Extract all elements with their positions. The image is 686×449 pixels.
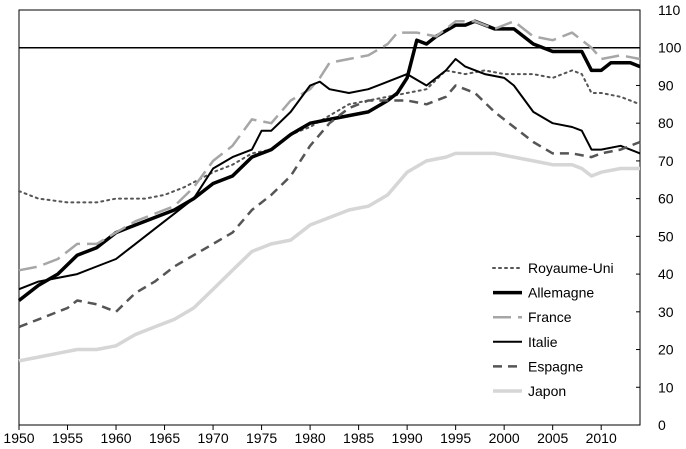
x-tick-label: 1965 bbox=[149, 430, 180, 446]
x-tick-label: 1960 bbox=[100, 430, 131, 446]
legend: Royaume-Uni Allemagne France Italie Espagne J… bbox=[492, 260, 614, 399]
series-line-italie bbox=[18, 58, 641, 291]
legend-label: Espagne bbox=[528, 358, 583, 374]
y-tick-label: 10 bbox=[658, 379, 674, 395]
x-tick-label: 1990 bbox=[392, 430, 423, 446]
y-tick-label: 30 bbox=[658, 304, 674, 320]
y-tick-label: 40 bbox=[658, 266, 674, 282]
x-tick-label: 1985 bbox=[343, 430, 374, 446]
y-tick-label: 0 bbox=[658, 417, 666, 433]
series-layer bbox=[17, 19, 641, 363]
series-line-royaume-uni bbox=[18, 69, 641, 204]
y-tick-label: 110 bbox=[658, 2, 681, 18]
x-tick-label: 1980 bbox=[295, 430, 326, 446]
x-tick-label: 1955 bbox=[52, 430, 83, 446]
series-line-france bbox=[18, 20, 641, 272]
series-line-japon bbox=[18, 151, 640, 363]
x-tick-label: 1995 bbox=[440, 430, 471, 446]
y-tick-label: 20 bbox=[658, 342, 674, 358]
y-tick-label: 80 bbox=[658, 115, 674, 131]
legend-label: Italie bbox=[528, 334, 558, 350]
y-tick-label: 70 bbox=[658, 153, 674, 169]
x-axis: 1950 1955 1960 1965 1970 1975 1980 1985 1990 1995… bbox=[3, 425, 617, 446]
x-tick-label: 1970 bbox=[197, 430, 228, 446]
x-tick-label: 1975 bbox=[246, 430, 277, 446]
legend-label: France bbox=[528, 309, 572, 325]
legend-label: Japon bbox=[528, 383, 566, 399]
y-axis: 0 10 20 30 40 50 60 70 80 90 100 110 bbox=[636, 2, 682, 433]
x-tick-label: 2000 bbox=[489, 430, 520, 446]
x-tick-label: 2005 bbox=[537, 430, 568, 446]
legend-label: Allemagne bbox=[528, 285, 594, 301]
x-tick-label: 2010 bbox=[586, 430, 617, 446]
plot-frame bbox=[18, 9, 641, 426]
y-tick-label: 60 bbox=[658, 191, 674, 207]
legend-label: Royaume-Uni bbox=[528, 260, 614, 276]
y-tick-label: 90 bbox=[658, 77, 674, 93]
series-line-espagne bbox=[18, 84, 641, 329]
plot-border bbox=[18, 9, 641, 426]
y-tick-label: 50 bbox=[658, 228, 674, 244]
y-tick-label: 100 bbox=[658, 40, 682, 56]
x-tick-label: 1950 bbox=[3, 430, 34, 446]
